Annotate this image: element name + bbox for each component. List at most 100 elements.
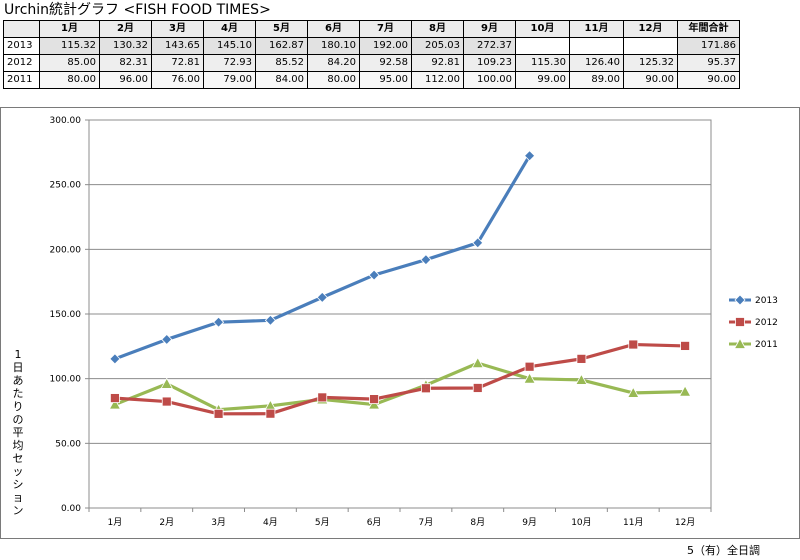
y-tick-label: 100.00	[50, 375, 82, 385]
chart-frame: 0.00 50.00 100.00 150.00 200.00 250.00 300.00 1…	[0, 107, 800, 539]
y-tick-label: 200.00	[50, 245, 82, 255]
table-row: 2011 80.00 96.00 76.00 79.00 84.00 80.00 95.00 1…	[3, 71, 740, 89]
y-axis-label: 1日あたりの平均セッション	[12, 348, 24, 517]
data-point-2013	[213, 316, 225, 328]
data-point-2013	[420, 254, 432, 266]
legend-label: 2013	[755, 296, 778, 306]
data-point-2012	[472, 383, 483, 393]
x-tick-label: 3月	[211, 517, 226, 528]
data-point-2011	[367, 398, 381, 410]
table-value-cell: 112.00	[411, 71, 464, 89]
table-value-cell: 92.58	[359, 54, 412, 72]
table-year-cell: 2011	[3, 71, 40, 89]
y-tick-label: 0.00	[61, 504, 81, 514]
table-value-cell: 95.37	[677, 54, 740, 72]
table-value-cell: 180.10	[307, 37, 360, 55]
data-table: 1月 2月 3月 4月 5月 6月 7月 8月 9月 10月 11月 12月 年間合計 2013 115.3…	[3, 20, 740, 89]
table-value-cell: 272.37	[463, 37, 516, 55]
table-value-cell: 145.10	[203, 37, 256, 55]
line-chart: 0.00 50.00 100.00 150.00 200.00 250.00 300.00 1…	[50, 116, 778, 528]
legend-label: 2011	[755, 340, 778, 350]
data-point-2012	[421, 383, 431, 394]
data-point-2011	[160, 377, 173, 389]
table-header-row: 1月 2月 3月 4月 5月 6月 7月 8月 9月 10月 11月 12月 年間合計	[3, 20, 740, 38]
table-value-cell: 72.81	[151, 54, 204, 72]
x-tick-label: 9月	[522, 517, 537, 528]
table-value-cell: 92.81	[411, 54, 464, 72]
table-value-cell: 100.00	[463, 71, 516, 89]
table-row: 2012 85.00 82.31 72.81 72.93 85.52 84.20 92.58 9…	[3, 54, 740, 72]
data-point-2012	[213, 408, 224, 419]
y-tick-label: 300.00	[50, 116, 82, 126]
table-value-cell: 130.32	[99, 37, 152, 55]
x-tick-label: 11月	[623, 517, 643, 528]
data-point-2011	[108, 398, 122, 410]
data-point-2011	[627, 386, 640, 398]
table-value-cell: 95.00	[359, 71, 412, 89]
data-point-2012	[161, 396, 172, 407]
table-value-cell: 125.32	[623, 54, 678, 72]
table-value-cell: 96.00	[99, 71, 152, 89]
table-value-cell: 76.00	[151, 71, 204, 89]
data-point-2011	[678, 385, 692, 397]
table-header-cell: 9月	[463, 20, 516, 38]
page-title: Urchin統計グラフ <FISH FOOD TIMES>	[4, 2, 271, 18]
table-header-cell: 3月	[151, 20, 204, 38]
table-value-cell: 82.31	[99, 54, 152, 72]
table-header-cell: 年間合計	[677, 20, 740, 38]
table-header-cell: 2月	[99, 20, 152, 38]
data-point-2012	[628, 339, 639, 350]
table-header-cell: 12月	[623, 20, 678, 38]
table-value-cell: 85.00	[39, 54, 100, 72]
data-point-2012	[110, 393, 120, 403]
table-value-cell: 80.00	[307, 71, 360, 89]
table-value-cell: 90.00	[623, 71, 678, 89]
table-value-cell: 85.52	[255, 54, 308, 72]
y-tick-label: 150.00	[50, 310, 82, 320]
legend-marker	[735, 317, 745, 327]
data-point-2012	[680, 341, 690, 351]
table-value-cell: 162.87	[255, 37, 308, 55]
x-tick-label: 2月	[159, 517, 174, 528]
data-point-2012	[317, 392, 328, 403]
table-header-cell: 10月	[515, 20, 570, 38]
table-value-cell: 171.86	[677, 37, 740, 55]
data-point-2013	[472, 237, 484, 249]
data-point-2013	[524, 150, 536, 162]
data-point-2012	[265, 408, 276, 419]
footnote: 5（有）全日調	[687, 544, 760, 557]
table-row: 2013 115.32 130.32 143.65 145.10 162.87 180.10…	[3, 37, 740, 55]
y-tick-label: 250.00	[50, 181, 82, 191]
table-header-cell: 1月	[39, 20, 100, 38]
table-year-cell: 2013	[3, 37, 40, 55]
data-point-2011	[523, 372, 536, 384]
x-tick-label: 6月	[367, 517, 382, 528]
legend-marker	[734, 294, 746, 306]
table-value-cell: 80.00	[39, 71, 100, 89]
table-value-cell	[515, 37, 570, 55]
legend-marker	[733, 337, 747, 349]
table-header-cell: 11月	[569, 20, 624, 38]
table-value-cell	[569, 37, 624, 55]
table-value-cell: 90.00	[677, 71, 740, 89]
table-value-cell: 109.23	[463, 54, 516, 72]
data-point-2012	[576, 353, 587, 364]
table-header-cell: 8月	[411, 20, 464, 38]
data-point-2013	[264, 314, 276, 326]
data-point-2013	[368, 269, 380, 281]
table-value-cell: 99.00	[515, 71, 570, 89]
x-tick-label: 4月	[263, 517, 278, 528]
y-tick-label: 50.00	[55, 439, 81, 449]
table-value-cell: 115.32	[39, 37, 100, 55]
table-value-cell: 84.00	[255, 71, 308, 89]
table-value-cell: 79.00	[203, 71, 256, 89]
x-tick-label: 12月	[675, 517, 695, 528]
x-tick-label: 8月	[470, 517, 485, 528]
table-value-cell: 115.30	[515, 54, 570, 72]
table-header-cell: 5月	[255, 20, 308, 38]
series-line-2012	[113, 342, 687, 416]
legend-label: 2012	[755, 318, 778, 328]
table-header-cell: 4月	[203, 20, 256, 38]
table-value-cell	[623, 37, 678, 55]
table-value-cell: 72.93	[203, 54, 256, 72]
